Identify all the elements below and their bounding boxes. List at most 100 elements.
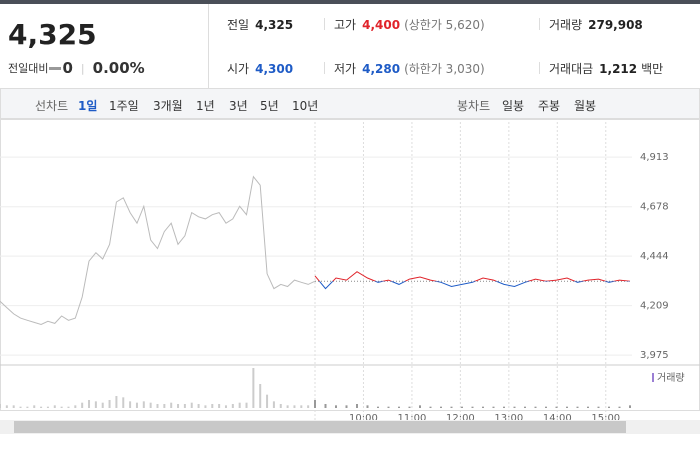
volume-bar [307, 405, 310, 408]
x-tick-label: 14:00 [543, 413, 572, 420]
volume-bar [5, 405, 8, 408]
period-tab[interactable]: 3년 [229, 99, 248, 113]
candle-tab[interactable]: 일봉 [502, 99, 525, 113]
period-tab[interactable]: 1주일 [109, 99, 139, 113]
y-tick-label: 4,913 [640, 152, 669, 163]
stat: 거래대금 1,212 백만 [539, 60, 663, 77]
volume-bar [419, 405, 421, 408]
volume-bar [366, 405, 369, 408]
volume-bar [197, 404, 200, 408]
period-tabs: 선차트 1일 1주일 3개월 1년 3년 5년 10년 봉차트 일봉 주봉 월봉 [0, 88, 700, 120]
volume-bar [26, 406, 29, 408]
period-tab[interactable]: 1년 [196, 99, 215, 113]
period-tab[interactable]: 1일 [78, 99, 98, 113]
volume-bar [108, 400, 111, 408]
stat-label: 시가 [227, 62, 250, 76]
volume-bar [231, 404, 234, 408]
stat-label: 전일 [227, 18, 250, 32]
period-tab[interactable]: 10년 [292, 99, 319, 113]
volume-bar [183, 404, 186, 408]
volume-bar [524, 406, 526, 408]
volume-bar [387, 406, 390, 408]
volume-bar [177, 404, 180, 408]
volume-bar [555, 406, 558, 408]
volume-bar [618, 406, 621, 408]
volume-bar [170, 402, 173, 408]
volume-bar [576, 406, 579, 408]
volume-bar [46, 406, 49, 408]
volume-bar [566, 406, 568, 408]
y-tick-label: 4,209 [640, 301, 669, 312]
volume-bar [314, 400, 316, 408]
price-line-down [318, 281, 630, 290]
volume-bar [345, 405, 348, 408]
volume-bar [94, 401, 97, 408]
flat-icon [49, 66, 62, 70]
stat-note: (상한가 5,620) [404, 18, 485, 32]
volume-bar [115, 396, 118, 408]
price: 4,325 [8, 18, 97, 51]
price-box: 4,325 전일대비 0 | 0.00% [0, 4, 209, 88]
volume-bar [218, 404, 221, 408]
volume-bar [19, 406, 22, 408]
divider [324, 18, 325, 30]
y-tick-label: 4,678 [640, 202, 669, 213]
volume-bar [356, 404, 358, 408]
divider [324, 62, 325, 74]
stat-value: 1,212 [599, 62, 638, 76]
volume-bar [534, 406, 537, 408]
volume-bar [398, 406, 400, 408]
volume-bar [461, 406, 463, 408]
stat-value: 4,400 [362, 18, 401, 32]
period-tab[interactable]: 5년 [260, 99, 279, 113]
x-tick-label: 11:00 [398, 413, 427, 420]
volume-bar [122, 397, 125, 408]
volume-bar [74, 405, 77, 408]
plot-frame [0, 118, 700, 411]
volume-bar [377, 406, 379, 408]
volume-bar [129, 401, 132, 408]
stats: 전일 4,325 고가 4,400 (상한가 5,620) 거래량 279,908 시가 4,3… [209, 4, 700, 88]
scroll-thumb[interactable] [14, 421, 626, 433]
volume-bar [545, 406, 547, 408]
tab-group-label: 선차트 [35, 99, 69, 113]
volume-bar [211, 404, 214, 408]
volume-bar [482, 406, 484, 408]
stat-value: 279,908 [588, 18, 643, 32]
volume-bar [204, 405, 207, 408]
tab-group-label: 봉차트 [457, 99, 491, 113]
volume-bar [492, 406, 495, 408]
candle-tab[interactable]: 월봉 [574, 99, 597, 113]
volume-bar [259, 384, 262, 408]
period-tab[interactable]: 3개월 [153, 99, 183, 113]
volume-bar [608, 406, 610, 408]
volume-bar [88, 400, 91, 408]
x-tick-label: 12:00 [446, 413, 475, 420]
volume-bar [12, 405, 15, 408]
volume-bar [503, 406, 505, 408]
stat: 거래량 279,908 [539, 16, 643, 33]
volume-bar [279, 404, 282, 408]
stat: 저가 4,280 (하한가 3,030) [324, 60, 485, 77]
x-tick-label: 13:00 [494, 413, 523, 420]
volume-bar [0, 404, 1, 408]
scrollbar[interactable] [0, 420, 700, 434]
divider [539, 18, 540, 30]
candle-tab[interactable]: 주봉 [538, 99, 561, 113]
volume-bar [67, 406, 70, 408]
volume-bar [238, 402, 241, 408]
volume-bar [190, 402, 193, 408]
volume-bar [408, 406, 411, 408]
stat-label: 거래량 [549, 18, 583, 32]
volume-bar [149, 402, 152, 408]
volume-bar [135, 402, 138, 408]
change-rate: 0.00% [92, 59, 145, 77]
volume-bar [440, 406, 442, 408]
legend-swatch [652, 373, 654, 382]
stat: 고가 4,400 (상한가 5,620) [324, 16, 485, 33]
x-tick-label: 10:00 [349, 413, 378, 420]
volume-bar [266, 394, 269, 408]
volume-bar [224, 405, 227, 408]
volume-bar [300, 405, 303, 408]
stat-value: 4,300 [255, 62, 294, 76]
